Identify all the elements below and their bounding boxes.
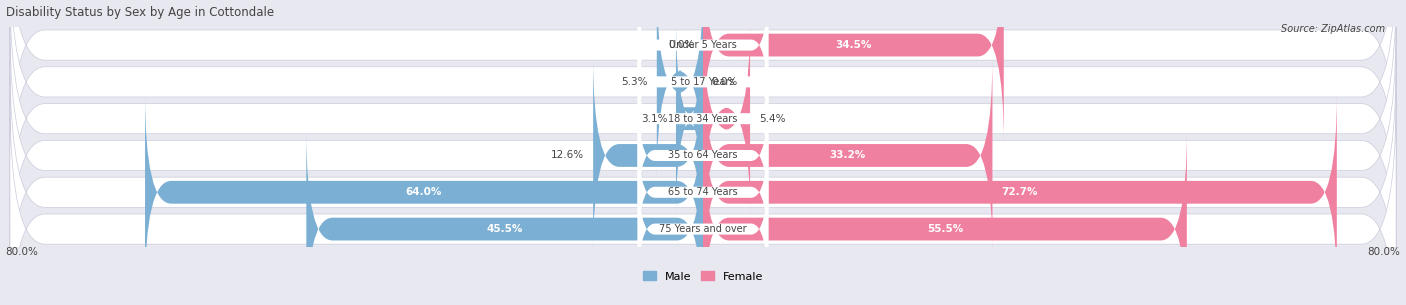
Text: 72.7%: 72.7% xyxy=(1001,187,1038,197)
Text: 0.0%: 0.0% xyxy=(711,77,738,87)
FancyBboxPatch shape xyxy=(637,124,769,260)
FancyBboxPatch shape xyxy=(637,88,769,224)
FancyBboxPatch shape xyxy=(10,0,1396,251)
FancyBboxPatch shape xyxy=(703,56,993,254)
FancyBboxPatch shape xyxy=(10,23,1396,288)
FancyBboxPatch shape xyxy=(10,60,1396,305)
Text: 12.6%: 12.6% xyxy=(551,150,585,160)
FancyBboxPatch shape xyxy=(703,130,1187,305)
Text: Source: ZipAtlas.com: Source: ZipAtlas.com xyxy=(1281,24,1385,34)
FancyBboxPatch shape xyxy=(593,56,703,254)
Text: Disability Status by Sex by Age in Cottondale: Disability Status by Sex by Age in Cotto… xyxy=(6,5,274,19)
FancyBboxPatch shape xyxy=(10,97,1396,305)
FancyBboxPatch shape xyxy=(657,0,703,181)
Text: 75 Years and over: 75 Years and over xyxy=(659,224,747,234)
Text: 64.0%: 64.0% xyxy=(406,187,443,197)
Text: 18 to 34 Years: 18 to 34 Years xyxy=(668,114,738,124)
Text: 65 to 74 Years: 65 to 74 Years xyxy=(668,187,738,197)
FancyBboxPatch shape xyxy=(637,51,769,187)
Text: 80.0%: 80.0% xyxy=(1368,247,1400,257)
Text: 45.5%: 45.5% xyxy=(486,224,523,234)
Text: 80.0%: 80.0% xyxy=(6,247,38,257)
Text: Under 5 Years: Under 5 Years xyxy=(669,40,737,50)
Text: 5.3%: 5.3% xyxy=(621,77,648,87)
Text: 3.1%: 3.1% xyxy=(641,114,668,124)
FancyBboxPatch shape xyxy=(637,0,769,113)
FancyBboxPatch shape xyxy=(703,20,749,218)
FancyBboxPatch shape xyxy=(10,0,1396,177)
FancyBboxPatch shape xyxy=(703,93,1337,291)
FancyBboxPatch shape xyxy=(145,93,703,291)
FancyBboxPatch shape xyxy=(637,161,769,297)
FancyBboxPatch shape xyxy=(307,130,703,305)
FancyBboxPatch shape xyxy=(703,0,1004,144)
Text: 34.5%: 34.5% xyxy=(835,40,872,50)
Text: 0.0%: 0.0% xyxy=(668,40,695,50)
Text: 35 to 64 Years: 35 to 64 Years xyxy=(668,150,738,160)
FancyBboxPatch shape xyxy=(676,20,703,218)
Text: 5 to 17 Years: 5 to 17 Years xyxy=(671,77,735,87)
FancyBboxPatch shape xyxy=(10,0,1396,214)
Legend: Male, Female: Male, Female xyxy=(643,271,763,282)
Text: 33.2%: 33.2% xyxy=(830,150,866,160)
FancyBboxPatch shape xyxy=(637,14,769,150)
Text: 5.4%: 5.4% xyxy=(759,114,786,124)
Text: 55.5%: 55.5% xyxy=(927,224,963,234)
